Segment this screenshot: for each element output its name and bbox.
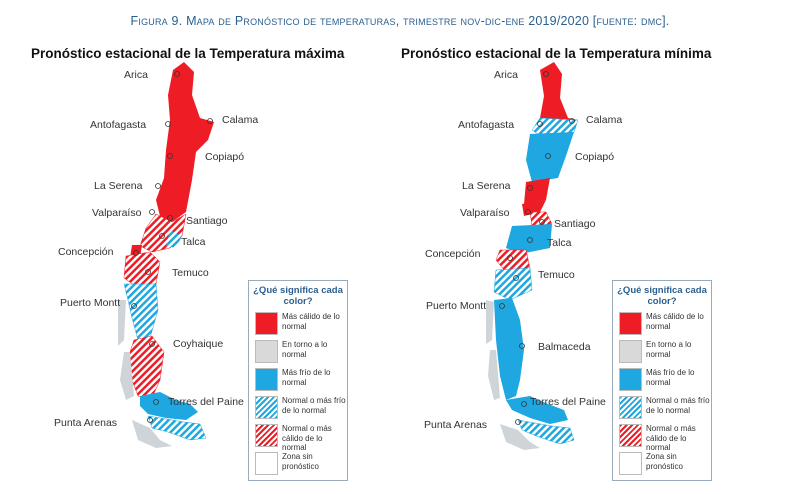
figure-caption: Figura 9. Mapa de Pronóstico de temperat… <box>0 14 800 28</box>
city-label-temuco: Temuco <box>172 267 209 279</box>
legend-item-normal-or-warmer: Normal o más cálido de lo normal <box>619 424 711 452</box>
swatch-red-hatch <box>619 424 642 447</box>
city-label-santiago: Santiago <box>554 218 596 230</box>
legend-item-colder: Más frío de lo normal <box>619 368 711 391</box>
city-label-talca: Talca <box>547 237 572 249</box>
swatch-blue-hatch <box>255 396 278 419</box>
city-label-concepcion: Concepción <box>58 246 114 258</box>
legend-max: ¿Qué significa cada color? Más cálido de… <box>248 280 348 481</box>
city-label-valparaiso: Valparaíso <box>460 207 510 219</box>
city-label-antofagasta: Antofagasta <box>90 119 147 131</box>
legend-title: ¿Qué significa cada color? <box>617 285 707 307</box>
swatch-gray-solid <box>619 340 642 363</box>
swatch-white <box>255 452 278 475</box>
city-label-torres-del-paine: Torres del Paine <box>530 396 606 408</box>
map-max-regions <box>118 62 214 448</box>
map-max-title: Pronóstico estacional de la Temperatura … <box>31 46 345 61</box>
legend-item-warmer: Más cálido de lo normal <box>255 312 347 335</box>
swatch-red-solid <box>619 312 642 335</box>
city-label-calama: Calama <box>586 114 623 126</box>
legend-item-normal-or-colder: Normal o más frío de lo normal <box>619 396 711 419</box>
city-label-la-serena: La Serena <box>94 180 143 192</box>
city-label-arica: Arica <box>494 69 518 81</box>
city-label-valparaiso: Valparaíso <box>92 207 142 219</box>
city-label-copiapo: Copiapó <box>205 151 245 163</box>
legend-item-normal: En torno a lo normal <box>619 340 711 363</box>
city-label-puerto-montt: Puerto Montt <box>426 300 487 312</box>
swatch-white <box>619 452 642 475</box>
figure-caption-text: Mapa de Pronóstico de temperaturas, trim… <box>186 14 670 28</box>
swatch-red-hatch <box>255 424 278 447</box>
city-label-la-serena: La Serena <box>462 180 511 192</box>
city-label-santiago: Santiago <box>186 215 228 227</box>
swatch-gray-solid <box>255 340 278 363</box>
legend-item-no-forecast: Zona sin pronóstico <box>619 452 711 475</box>
map-min-regions <box>486 62 579 450</box>
city-label-concepcion: Concepción <box>425 248 481 260</box>
legend-item-colder: Más frío de lo normal <box>255 368 347 391</box>
swatch-red-solid <box>255 312 278 335</box>
city-label-torres-del-paine: Torres del Paine <box>168 396 244 408</box>
city-label-arica: Arica <box>124 69 148 81</box>
legend-item-normal: En torno a lo normal <box>255 340 347 363</box>
swatch-blue-hatch <box>619 396 642 419</box>
legend-item-normal-or-warmer: Normal o más cálido de lo normal <box>255 424 347 452</box>
city-label-temuco: Temuco <box>538 269 575 281</box>
legend-title: ¿Qué significa cada color? <box>253 285 343 307</box>
city-label-punta-arenas: Punta Arenas <box>424 419 488 431</box>
city-label-puerto-montt: Puerto Montt <box>60 297 121 309</box>
city-label-coyhaique: Coyhaique <box>173 338 224 350</box>
city-label-calama: Calama <box>222 114 259 126</box>
city-label-balmaceda: Balmaceda <box>538 341 591 353</box>
city-label-punta-arenas: Punta Arenas <box>54 417 118 429</box>
map-min-title: Pronóstico estacional de la Temperatura … <box>401 46 712 61</box>
swatch-blue-solid <box>619 368 642 391</box>
legend-min: ¿Qué significa cada color? Más cálido de… <box>612 280 712 481</box>
city-label-antofagasta: Antofagasta <box>458 119 515 131</box>
legend-item-warmer: Más cálido de lo normal <box>619 312 711 335</box>
legend-item-no-forecast: Zona sin pronóstico <box>255 452 347 475</box>
figure-caption-label: Figura 9. <box>130 14 183 28</box>
swatch-blue-solid <box>255 368 278 391</box>
legend-item-normal-or-colder: Normal o más frío de lo normal <box>255 396 347 419</box>
city-label-copiapo: Copiapó <box>575 151 615 163</box>
city-label-talca: Talca <box>181 236 206 248</box>
